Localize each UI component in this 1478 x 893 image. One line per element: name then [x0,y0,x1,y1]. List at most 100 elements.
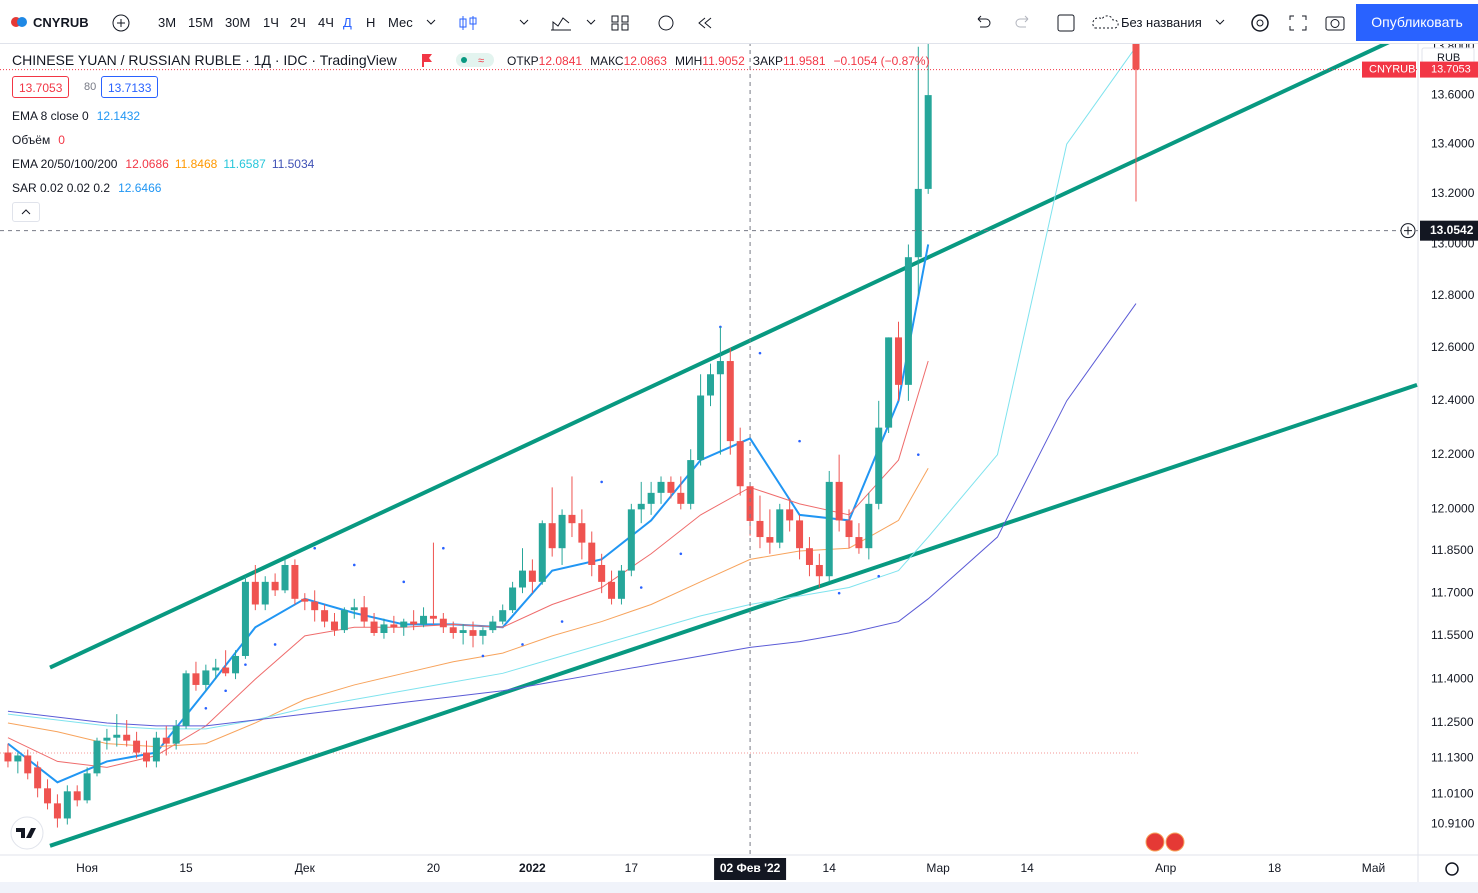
event-flag[interactable] [1145,832,1165,852]
candle-body [281,564,289,591]
collapse-legend[interactable] [12,202,40,222]
candle-body [14,755,22,762]
sar-dot [204,706,208,710]
ohlc-label: ЗАКР [752,54,784,68]
candle-body [44,788,52,804]
crosshair-price: 13.0542 [1430,223,1474,237]
sar-dot [600,480,603,484]
x-tick-label: Дек [295,861,316,875]
indicator-row: EMA 8 close 0 12.1432 [12,109,146,123]
y-tick-label: 13.6000 [1431,87,1475,101]
ohlc-value: 12.0863 [623,54,667,68]
ohlc-label: МАКС [590,54,624,68]
add-symbol[interactable] [111,13,131,33]
candle-body [1132,44,1140,70]
candle-body [93,740,101,774]
candle-body [469,630,477,636]
interval[interactable]: 3М [158,15,177,30]
x-tick-label: Апр [1155,861,1177,875]
candle-body [815,564,823,577]
y-tick-label: 11.2500 [1431,715,1474,729]
symbol-tag: CNYRUB [1369,63,1415,75]
legend-title: CHINESE YUAN / RUSSIAN RUBLE · 1Д · IDC … [12,52,397,68]
candle-body [924,95,932,189]
crosshair-date-bg [714,858,787,880]
x-tick-label: 2022 [519,861,546,875]
sar-dot [481,654,485,658]
toolbar-icons-right [977,14,1119,32]
candle-body [350,607,358,611]
y-tick-label: 12.8000 [1431,288,1475,302]
layout-name[interactable]: Без названия [1121,15,1202,30]
indicator-row: Объём 0 [12,133,71,147]
candle-body [667,481,675,493]
toolbar-icons-end [1215,14,1345,32]
publish-button[interactable]: Опубликовать [1356,4,1478,41]
x-tick-label: 14 [823,861,837,875]
sar-dot [402,580,406,584]
candle-body [301,598,309,602]
candle-body [429,615,437,619]
trend-line [49,382,1418,848]
candle-body [617,570,625,599]
interval[interactable]: Д [343,15,352,30]
candle-body [805,548,813,565]
candle-body [489,621,497,631]
candle-body [578,523,586,543]
symbol[interactable]: CNYRUB [33,15,89,30]
indicator-value: 0 [58,133,65,147]
indicator-value: 11.6587 [223,157,266,171]
sar-dot [916,453,920,456]
candle-body [103,737,111,741]
candle-body [261,581,269,605]
indicator-row: EMA 20/50/100/200 12.0686 11.8468 11.6587 11… [12,157,320,171]
candle-body [598,564,606,582]
candle-body [914,188,922,258]
candle-body [53,803,61,819]
y-tick-label: 13.4000 [1431,136,1475,150]
sar-dot [244,663,247,666]
indicator-label: EMA 20/50/100/200 [12,157,118,171]
interval[interactable]: 4Ч [318,15,334,30]
interval[interactable]: 1Ч [263,15,279,30]
interval[interactable]: 2Ч [290,15,306,30]
sar-dot [560,620,564,623]
candle-body [627,509,635,571]
crosshair-date: 02 Фев '22 [720,861,781,875]
candle-body [4,752,12,762]
interval[interactable]: Мес [388,15,413,30]
candle-body [885,337,893,428]
candle-body [479,630,487,636]
y-tick-label: 12.2000 [1431,447,1475,461]
sar-dot [798,439,801,443]
event-flag[interactable] [1165,832,1185,852]
candle-body [736,441,744,487]
settings-icon[interactable] [1445,862,1459,876]
interval[interactable]: 30М [225,15,251,30]
spread: 80 [84,81,97,93]
y-tick-label: 11.5500 [1431,628,1474,642]
sar-dot [639,586,643,589]
candle-body [687,460,695,504]
candle-body [657,481,665,493]
last-price-tag: 13.7053 [1431,63,1471,75]
ask[interactable]: 13.7133 [101,76,159,98]
ohlc-value: 11.9581 [783,54,826,68]
indicator-value: 11.8468 [174,157,218,171]
candle-body [241,581,249,656]
candle-body [786,509,794,521]
sar-dot [877,574,881,578]
candle-body [172,725,180,744]
candle-body [410,621,418,625]
indicator-label: SAR 0.02 0.02 0.2 [12,181,111,195]
bid[interactable]: 13.7053 [12,76,70,98]
indicator-line [7,46,1137,730]
interval[interactable]: 15М [188,15,214,30]
ohlc-label: ОТКР [507,54,539,68]
candle-body [904,257,912,385]
candle-body [251,581,259,605]
chart: 13.800013.600013.400013.200013.000012.80… [0,44,1478,893]
indicator-line [7,467,929,748]
sar-dot [679,552,683,556]
interval[interactable]: Н [366,15,376,30]
